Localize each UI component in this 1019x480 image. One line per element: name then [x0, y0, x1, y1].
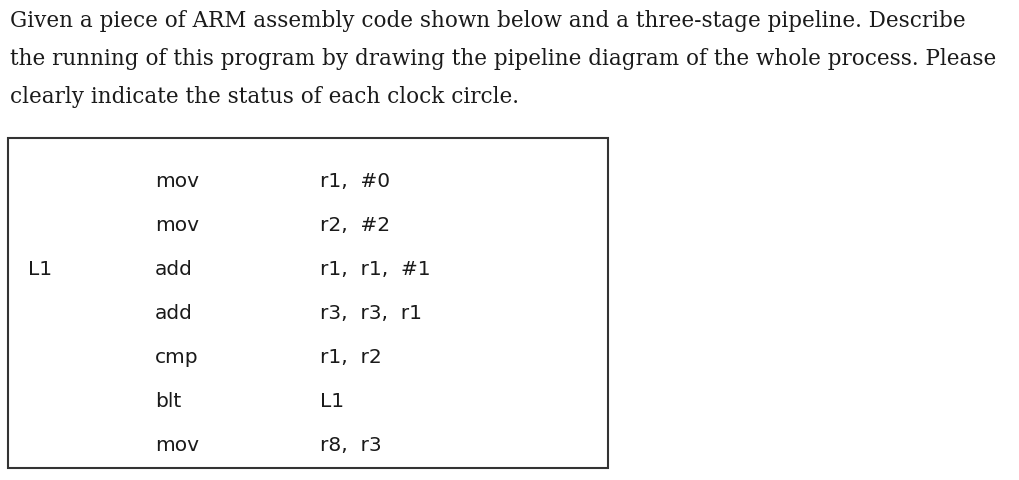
- Text: add: add: [155, 260, 193, 279]
- Bar: [8, 138, 607, 468]
- Text: r2,  #2: r2, #2: [320, 216, 389, 235]
- Text: mov: mov: [155, 436, 199, 455]
- Text: r1,  r1,  #1: r1, r1, #1: [320, 260, 430, 279]
- Text: mov: mov: [155, 172, 199, 191]
- Text: the running of this program by drawing the pipeline diagram of the whole process: the running of this program by drawing t…: [10, 48, 996, 70]
- Text: Given a piece of ARM assembly code shown below and a three-stage pipeline. Descr: Given a piece of ARM assembly code shown…: [10, 10, 965, 32]
- Text: r3,  r3,  r1: r3, r3, r1: [320, 304, 422, 323]
- Text: cmp: cmp: [155, 348, 199, 367]
- Text: r1,  r2: r1, r2: [320, 348, 381, 367]
- Text: L1: L1: [320, 392, 343, 411]
- Text: L1: L1: [28, 260, 52, 279]
- Text: r8,  r3: r8, r3: [320, 436, 381, 455]
- Text: r1,  #0: r1, #0: [320, 172, 389, 191]
- Text: add: add: [155, 304, 193, 323]
- Text: clearly indicate the status of each clock circle.: clearly indicate the status of each cloc…: [10, 86, 519, 108]
- Text: mov: mov: [155, 216, 199, 235]
- Text: blt: blt: [155, 392, 181, 411]
